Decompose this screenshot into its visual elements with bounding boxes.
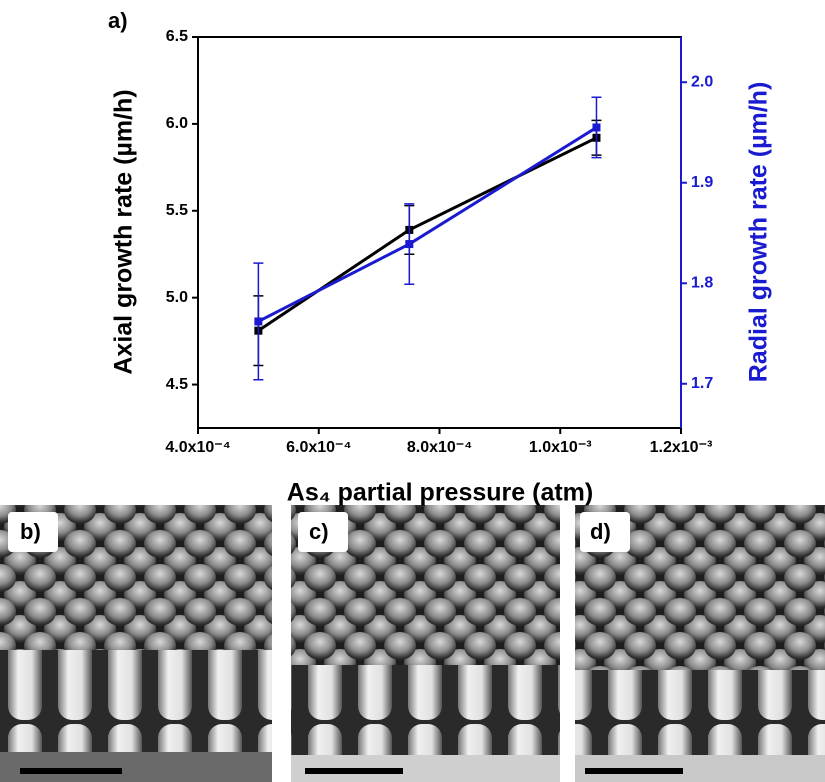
panel-label: d): [590, 519, 611, 544]
y2-tick-label: 1.7: [691, 375, 713, 392]
y-tick-label: 6.5: [166, 28, 188, 45]
y-axis-label: Axial growth rate (µm/h): [110, 89, 138, 374]
x-tick-label: 1.2x10⁻³: [650, 439, 713, 456]
x-tick-label: 4.0x10⁻⁴: [165, 439, 230, 456]
marker: [405, 240, 414, 249]
panel-label: c): [309, 519, 329, 544]
y2-tick-label: 2.0: [691, 73, 713, 90]
x-tick-label: 6.0x10⁻⁴: [286, 439, 351, 456]
y2-axis-label: Radial growth rate (µm/h): [745, 82, 773, 383]
sem-image-c: [291, 505, 560, 782]
x-tick-label: 8.0x10⁻⁴: [407, 439, 472, 456]
marker: [592, 123, 601, 132]
sem-image-b: [0, 505, 272, 782]
series-line: [257, 126, 598, 323]
marker: [254, 317, 263, 326]
plot-frame: [197, 36, 682, 429]
sem-image-d: [575, 505, 825, 782]
y2-tick-label: 1.9: [691, 174, 713, 191]
y-tick-label: 5.5: [166, 202, 188, 219]
y-tick-label: 6.0: [166, 115, 188, 132]
x-tick-label: 1.0x10⁻³: [529, 439, 592, 456]
y-tick-label: 5.0: [166, 289, 188, 306]
y2-tick-label: 1.8: [691, 274, 713, 291]
y-tick-label: 4.5: [166, 376, 188, 393]
x-axis-label: As₄ partial pressure (atm): [287, 479, 593, 507]
panel-label: b): [20, 519, 41, 544]
panel-label: a): [108, 8, 128, 33]
